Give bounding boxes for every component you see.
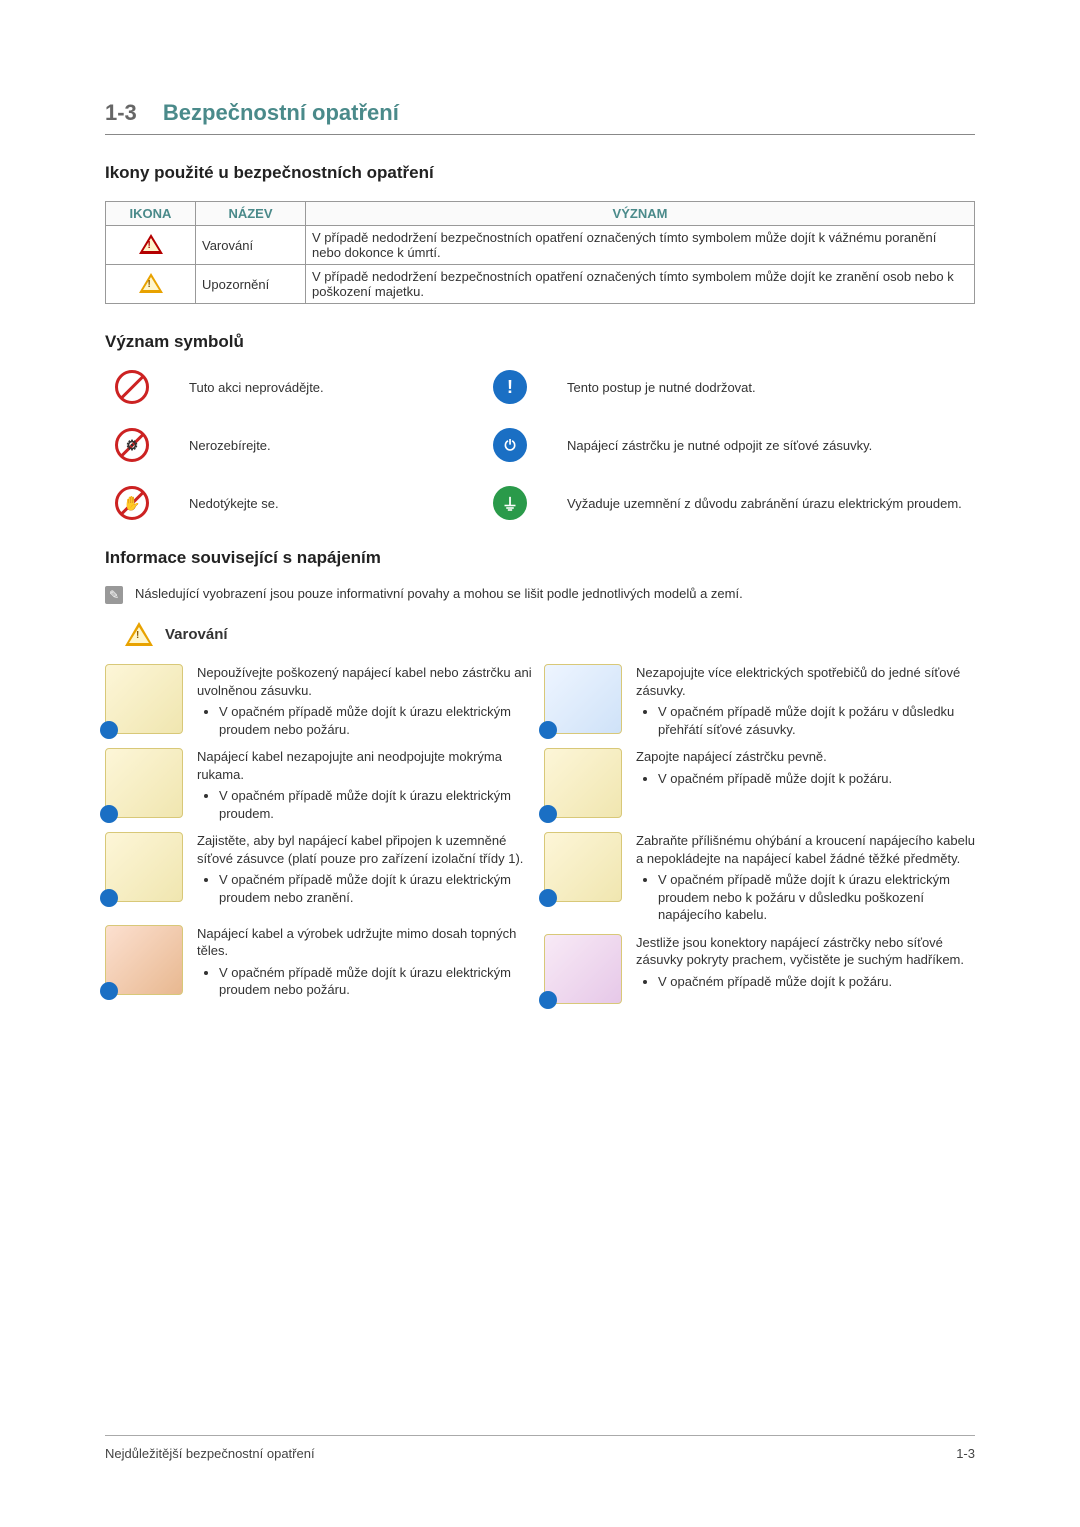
warn-tri-yellow-icon: ! [106, 265, 196, 304]
item-bullet: V opačném případě může dojít k požáru. [658, 770, 892, 788]
item-text: Zapojte napájecí zástrčku pevně. [636, 748, 892, 766]
safety-item: Nezapojujte více elektrických spotřebičů… [544, 664, 975, 742]
row-name: Varování [196, 226, 306, 265]
symbol-desc: Tento postup je nutné dodržovat. [567, 380, 975, 395]
safety-item: Napájecí kabel a výrobek udržujte mimo d… [105, 925, 536, 1003]
item-bullet: V opačném případě může dojít k úrazu ele… [219, 871, 536, 906]
th-meaning: VÝZNAM [306, 202, 975, 226]
warn-tri-icon: ! [125, 622, 153, 646]
sub-heading-power: Informace související s napájením [105, 548, 975, 568]
footer-right: 1-3 [956, 1446, 975, 1461]
safety-item: Zajistěte, aby byl napájecí kabel připoj… [105, 832, 536, 910]
row-meaning: V případě nedodržení bezpečnostních opat… [306, 226, 975, 265]
safety-item: Zapojte napájecí zástrčku pevně. V opačn… [544, 748, 975, 818]
illustration-icon [105, 664, 183, 734]
item-bullet: V opačném případě může dojít k úrazu ele… [658, 871, 975, 924]
th-name: NÁZEV [196, 202, 306, 226]
table-row: ! Upozornění V případě nedodržení bezpeč… [106, 265, 975, 304]
unplug-icon: ⏻ [493, 428, 527, 462]
symbol-desc: Vyžaduje uzemnění z důvodu zabránění úra… [567, 496, 975, 511]
row-name: Upozornění [196, 265, 306, 304]
note-text: Následující vyobrazení jsou pouze inform… [135, 586, 743, 601]
safety-item: Zabraňte přílišnému ohýbání a kroucení n… [544, 832, 975, 928]
safety-item: Napájecí kabel nezapojujte ani neodpojuj… [105, 748, 536, 826]
illustration-icon [544, 664, 622, 734]
item-text: Jestliže jsou konektory napájecí zástrčk… [636, 934, 975, 969]
warn-tri-red-icon: ! [106, 226, 196, 265]
item-bullet: V opačném případě může dojít k úrazu ele… [219, 964, 536, 999]
safety-item: Nepoužívejte poškozený napájecí kabel ne… [105, 664, 536, 742]
item-text: Nepoužívejte poškozený napájecí kabel ne… [197, 664, 536, 699]
warning-header: ! Varování [125, 622, 975, 646]
sub-heading-symbols: Význam symbolů [105, 332, 975, 352]
illustration-icon [105, 748, 183, 818]
prohibit-icon [115, 370, 149, 404]
ground-icon: ⏚ [493, 486, 527, 520]
footer-left: Nejdůležitější bezpečnostní opatření [105, 1446, 315, 1461]
symbol-desc: Nerozebírejte. [189, 438, 459, 453]
note-icon: ✎ [105, 586, 123, 604]
symbol-desc: Nedotýkejte se. [189, 496, 459, 511]
illustration-icon [544, 832, 622, 902]
section-heading: Bezpečnostní opatření [163, 100, 399, 125]
safety-item: Jestliže jsou konektory napájecí zástrčk… [544, 934, 975, 1004]
item-text: Zabraňte přílišnému ohýbání a kroucení n… [636, 832, 975, 867]
item-bullet: V opačném případě může dojít k požáru. [658, 973, 975, 991]
warning-label: Varování [165, 626, 228, 643]
row-meaning: V případě nedodržení bezpečnostních opat… [306, 265, 975, 304]
safety-columns: Nepoužívejte poškozený napájecí kabel ne… [105, 664, 975, 1010]
icon-table: IKONA NÁZEV VÝZNAM ! Varování V případě … [105, 201, 975, 304]
item-bullet: V opačném případě může dojít k úrazu ele… [219, 703, 536, 738]
no-disassemble-icon: ⚙ [115, 428, 149, 462]
illustration-icon [544, 934, 622, 1004]
info-note: ✎ Následující vyobrazení jsou pouze info… [105, 586, 975, 604]
table-row: ! Varování V případě nedodržení bezpečno… [106, 226, 975, 265]
col-left: Nepoužívejte poškozený napájecí kabel ne… [105, 664, 536, 1010]
item-text: Napájecí kabel a výrobek udržujte mimo d… [197, 925, 536, 960]
symbol-desc: Tuto akci neprovádějte. [189, 380, 459, 395]
must-do-icon: ! [493, 370, 527, 404]
section-number: 1-3 [105, 100, 137, 125]
symbol-grid: Tuto akci neprovádějte. ! Tento postup j… [105, 370, 975, 520]
item-bullet: V opačném případě může dojít k úrazu ele… [219, 787, 536, 822]
col-right: Nezapojujte více elektrických spotřebičů… [544, 664, 975, 1010]
item-bullet: V opačném případě může dojít k požáru v … [658, 703, 975, 738]
page-footer: Nejdůležitější bezpečnostní opatření 1-3 [105, 1435, 975, 1461]
illustration-icon [544, 748, 622, 818]
item-text: Nezapojujte více elektrických spotřebičů… [636, 664, 975, 699]
symbol-desc: Napájecí zástrčku je nutné odpojit ze sí… [567, 438, 975, 453]
illustration-icon [105, 832, 183, 902]
illustration-icon [105, 925, 183, 995]
no-touch-icon: ✋ [115, 486, 149, 520]
item-text: Zajistěte, aby byl napájecí kabel připoj… [197, 832, 536, 867]
item-text: Napájecí kabel nezapojujte ani neodpojuj… [197, 748, 536, 783]
sub-heading-icons: Ikony použité u bezpečnostních opatření [105, 163, 975, 183]
th-icon: IKONA [106, 202, 196, 226]
page-title: 1-3 Bezpečnostní opatření [105, 100, 975, 135]
